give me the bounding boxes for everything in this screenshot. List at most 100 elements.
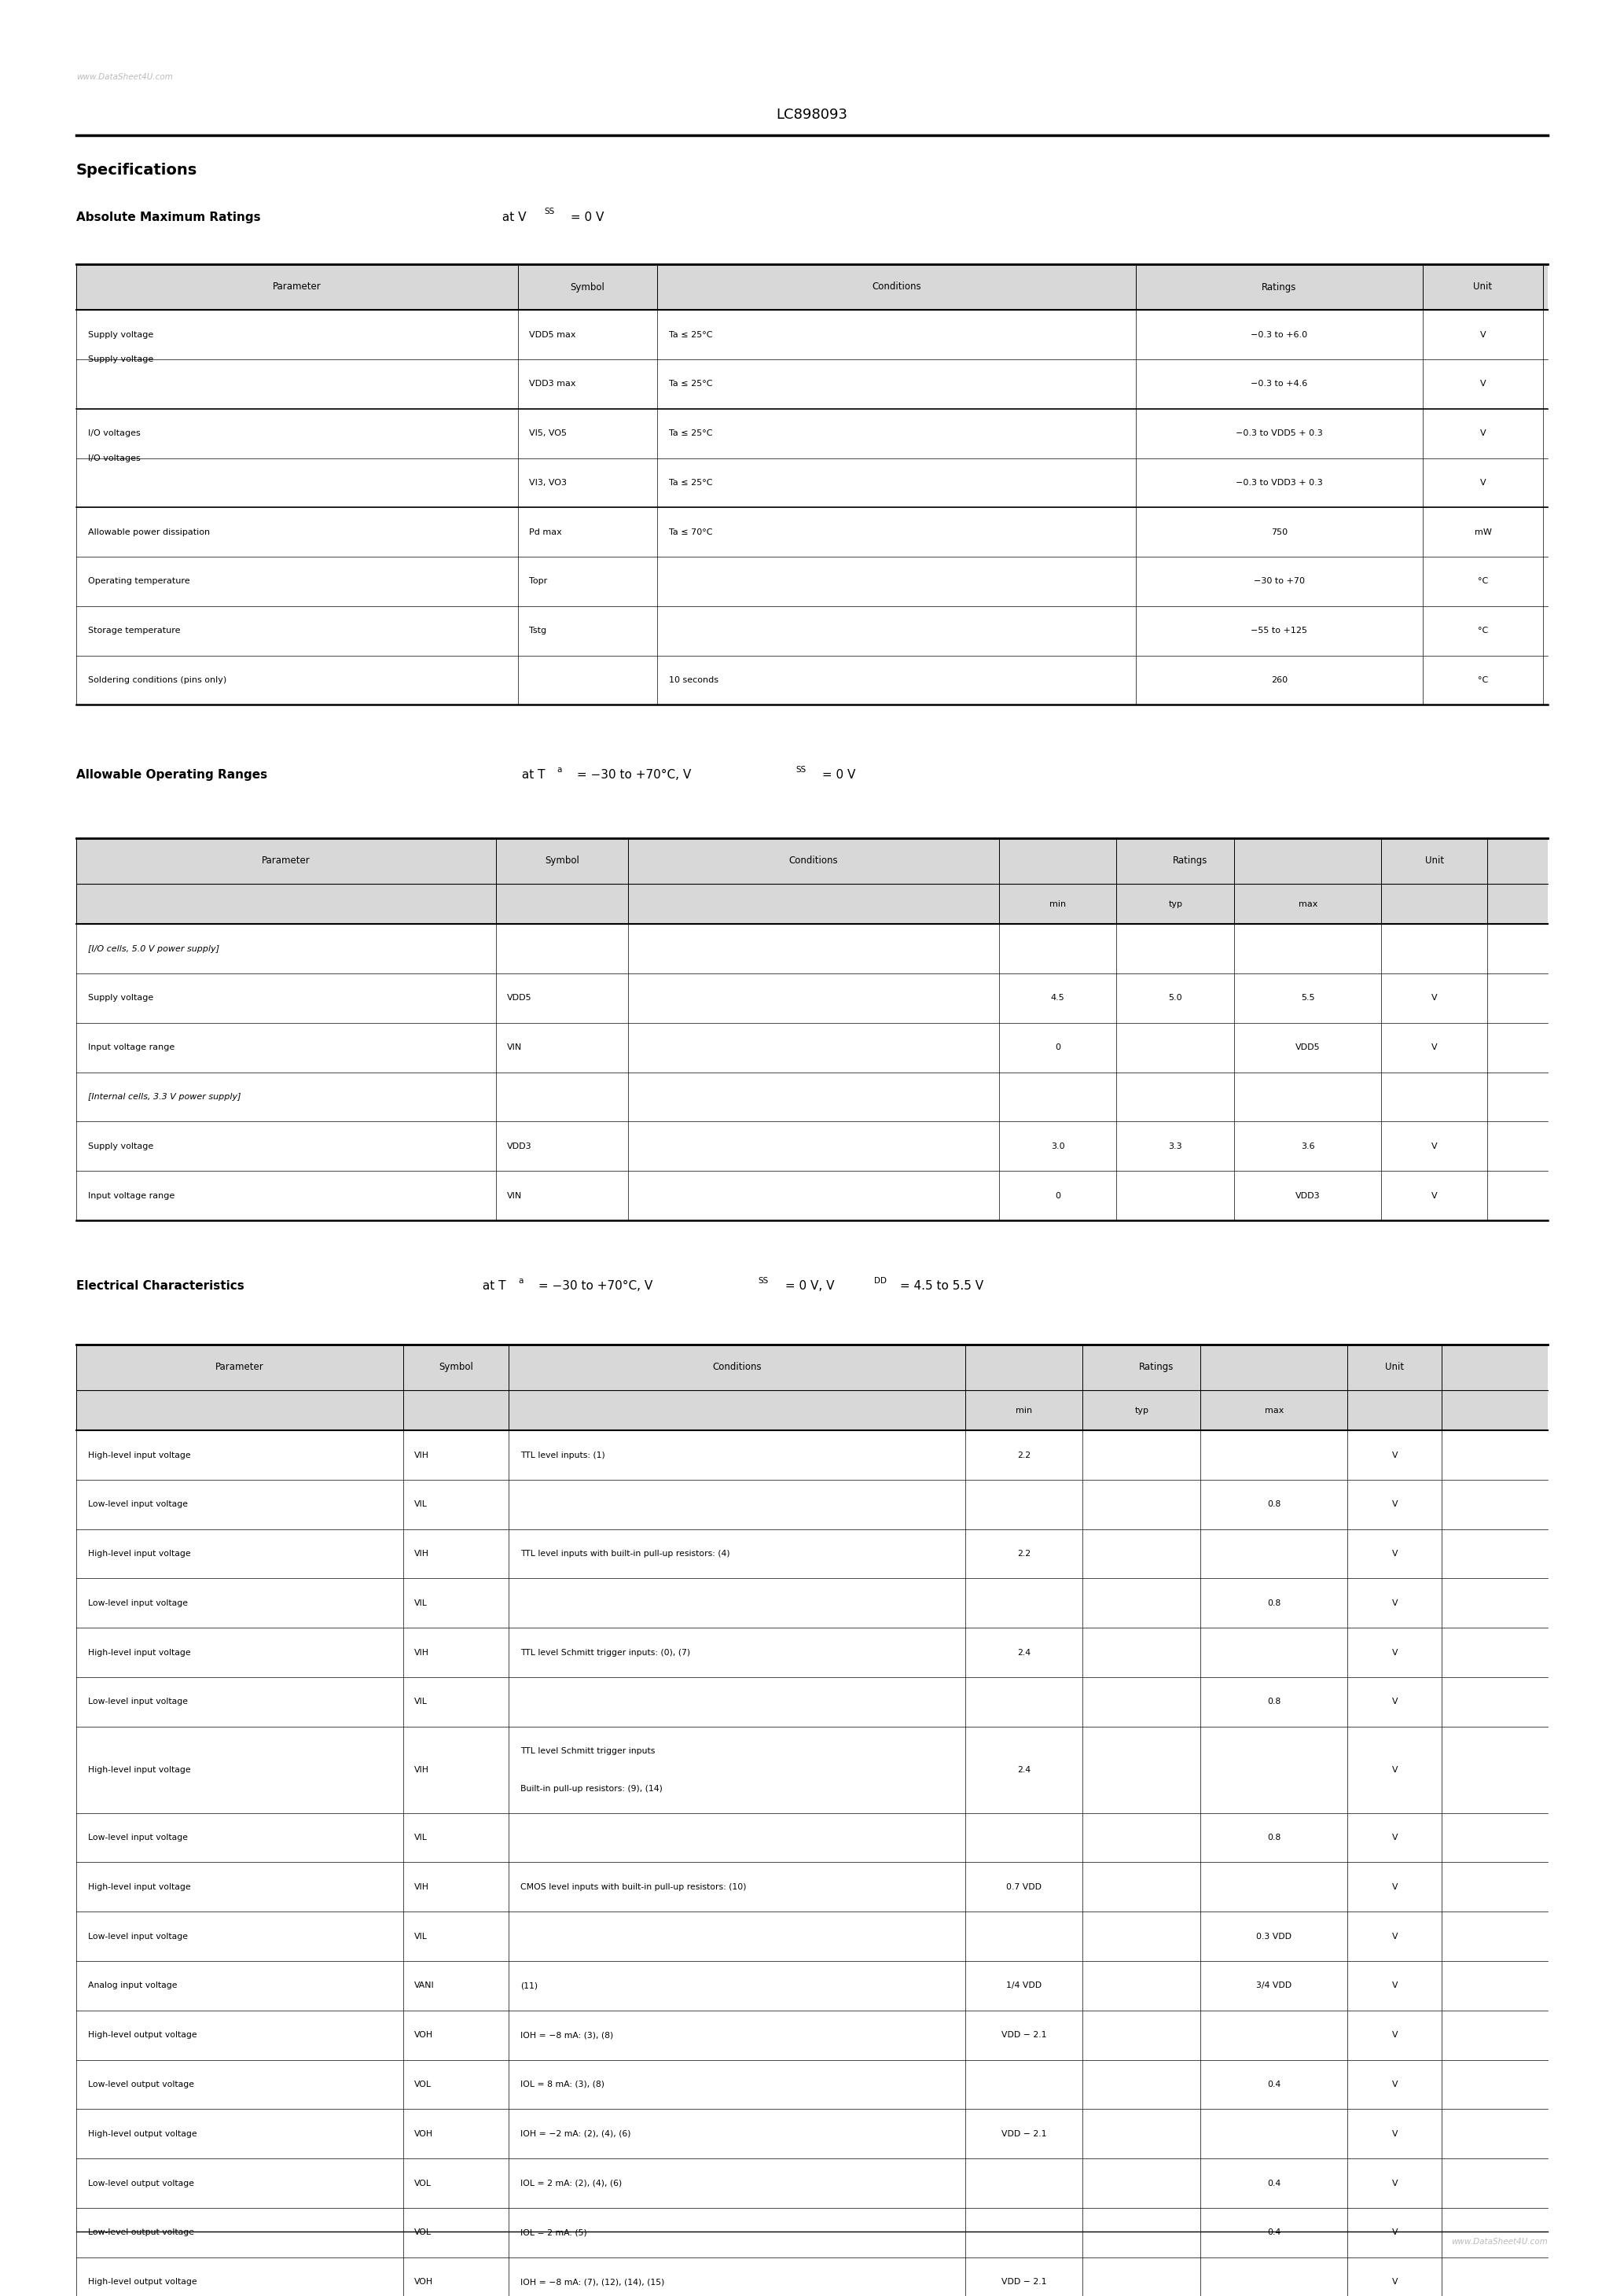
Text: = 4.5 to 5.5 V: = 4.5 to 5.5 V — [896, 1279, 984, 1293]
Text: Low-level input voltage: Low-level input voltage — [88, 1933, 187, 1940]
Text: 2.4: 2.4 — [1017, 1766, 1031, 1775]
Text: Supply voltage: Supply voltage — [88, 356, 153, 363]
Bar — [76, 2060, 1548, 2110]
Text: 5.0: 5.0 — [1169, 994, 1182, 1001]
Bar — [76, 459, 1548, 507]
Text: max: max — [1298, 900, 1317, 907]
Text: I/O voltages: I/O voltages — [88, 429, 140, 436]
Text: V: V — [1479, 331, 1486, 338]
Text: SS: SS — [544, 209, 554, 216]
Text: V: V — [1392, 1699, 1398, 1706]
Text: V: V — [1392, 1600, 1398, 1607]
Text: °C: °C — [1478, 579, 1488, 585]
Text: typ: typ — [1168, 900, 1182, 907]
Text: VIN: VIN — [507, 1192, 523, 1199]
Text: Ta ≤ 25°C: Ta ≤ 25°C — [669, 429, 713, 436]
Text: Ratings: Ratings — [1138, 1362, 1174, 1373]
Bar — [76, 310, 1548, 358]
Text: Parameter: Parameter — [273, 282, 322, 292]
Bar — [76, 1389, 1548, 1430]
Text: 3.3: 3.3 — [1169, 1143, 1182, 1150]
Text: Conditions: Conditions — [872, 282, 921, 292]
Text: VIH: VIH — [414, 1550, 429, 1557]
Text: = 0 V, V: = 0 V, V — [781, 1279, 835, 1293]
Text: VDD3: VDD3 — [507, 1143, 533, 1150]
Text: Storage temperature: Storage temperature — [88, 627, 180, 634]
Text: −30 to +70: −30 to +70 — [1254, 579, 1304, 585]
Text: Symbol: Symbol — [438, 1362, 473, 1373]
Bar — [76, 358, 1548, 409]
Text: V: V — [1479, 429, 1486, 436]
Text: www.DataSheet4U.com: www.DataSheet4U.com — [1452, 2239, 1548, 2245]
Text: [Internal cells, 3.3 V power supply]: [Internal cells, 3.3 V power supply] — [88, 1093, 240, 1100]
Text: Supply voltage: Supply voltage — [88, 994, 153, 1001]
Text: V: V — [1392, 1550, 1398, 1557]
Text: Input voltage range: Input voltage range — [88, 1192, 174, 1199]
Bar — [76, 1072, 1548, 1120]
Text: V: V — [1431, 1192, 1437, 1199]
Text: VI3, VO3: VI3, VO3 — [529, 480, 567, 487]
Text: min: min — [1049, 900, 1065, 907]
Text: °C: °C — [1478, 627, 1488, 634]
Text: 0.8: 0.8 — [1267, 1835, 1281, 1841]
Text: Unit: Unit — [1473, 282, 1492, 292]
Bar — [76, 1676, 1548, 1727]
Text: Ta ≤ 25°C: Ta ≤ 25°C — [669, 480, 713, 487]
Text: VOL: VOL — [414, 2179, 432, 2188]
Text: Allowable power dissipation: Allowable power dissipation — [88, 528, 209, 535]
Text: VOL: VOL — [414, 2080, 432, 2089]
Bar — [76, 2209, 1548, 2257]
Text: 5.5: 5.5 — [1301, 994, 1315, 1001]
Text: IOH = −2 mA: (2), (4), (6): IOH = −2 mA: (2), (4), (6) — [520, 2131, 630, 2138]
Bar — [76, 974, 1548, 1022]
Text: Analog input voltage: Analog input voltage — [88, 1981, 177, 1991]
Text: V: V — [1392, 2179, 1398, 2188]
Text: High-level output voltage: High-level output voltage — [88, 2278, 197, 2287]
Text: Specifications: Specifications — [76, 163, 198, 179]
Text: Low-level input voltage: Low-level input voltage — [88, 1699, 187, 1706]
Text: VIN: VIN — [507, 1045, 523, 1052]
Text: Built-in pull-up resistors: (9), (14): Built-in pull-up resistors: (9), (14) — [520, 1784, 663, 1793]
Text: 0.4: 0.4 — [1267, 2080, 1281, 2089]
Text: High-level output voltage: High-level output voltage — [88, 2131, 197, 2138]
Text: 3.6: 3.6 — [1301, 1143, 1315, 1150]
Text: 0.8: 0.8 — [1267, 1502, 1281, 1508]
Text: IOL = 2 mA: (2), (4), (6): IOL = 2 mA: (2), (4), (6) — [520, 2179, 622, 2188]
Text: V: V — [1392, 1766, 1398, 1775]
Bar — [76, 2110, 1548, 2158]
Text: SS: SS — [758, 1277, 768, 1283]
Text: VIL: VIL — [414, 1933, 427, 1940]
Text: (11): (11) — [520, 1981, 538, 1991]
Text: High-level input voltage: High-level input voltage — [88, 1883, 190, 1892]
Bar — [76, 1913, 1548, 1961]
Text: Ta ≤ 25°C: Ta ≤ 25°C — [669, 331, 713, 338]
Text: 0.4: 0.4 — [1267, 2229, 1281, 2236]
Text: Pd max: Pd max — [529, 528, 562, 535]
Text: VDD5: VDD5 — [1296, 1045, 1320, 1052]
Text: Low-level input voltage: Low-level input voltage — [88, 1600, 187, 1607]
Text: V: V — [1392, 2131, 1398, 2138]
Text: 0.7 VDD: 0.7 VDD — [1007, 1883, 1041, 1892]
Text: TTL level inputs with built-in pull-up resistors: (4): TTL level inputs with built-in pull-up r… — [520, 1550, 729, 1557]
Text: 0: 0 — [1056, 1192, 1060, 1199]
Bar — [76, 507, 1548, 556]
Text: Low-level output voltage: Low-level output voltage — [88, 2080, 193, 2089]
Text: = 0 V: = 0 V — [818, 769, 856, 781]
Text: = −30 to +70°C, V: = −30 to +70°C, V — [534, 1279, 653, 1293]
Text: 0.4: 0.4 — [1267, 2179, 1281, 2188]
Text: V: V — [1392, 1451, 1398, 1458]
Bar — [76, 1343, 1548, 1389]
Text: V: V — [1392, 1649, 1398, 1655]
Text: IOH = −8 mA: (7), (12), (14), (15): IOH = −8 mA: (7), (12), (14), (15) — [520, 2278, 664, 2287]
Text: TTL level Schmitt trigger inputs: TTL level Schmitt trigger inputs — [520, 1747, 654, 1754]
Bar — [76, 1961, 1548, 2011]
Bar — [76, 2257, 1548, 2296]
Text: 1/4 VDD: 1/4 VDD — [1007, 1981, 1041, 1991]
Text: = −30 to +70°C, V: = −30 to +70°C, V — [573, 769, 692, 781]
Bar — [76, 884, 1548, 923]
Text: TTL level inputs: (1): TTL level inputs: (1) — [520, 1451, 606, 1458]
Text: typ: typ — [1135, 1407, 1148, 1414]
Text: CMOS level inputs with built-in pull-up resistors: (10): CMOS level inputs with built-in pull-up … — [520, 1883, 747, 1892]
Text: Low-level input voltage: Low-level input voltage — [88, 1835, 187, 1841]
Text: Supply voltage: Supply voltage — [88, 1143, 153, 1150]
